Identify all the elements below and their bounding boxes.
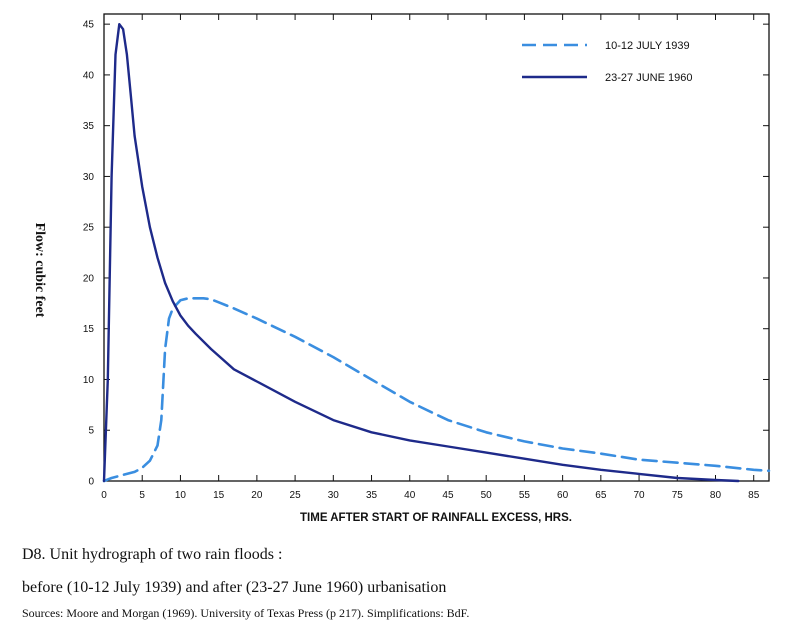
x-tick-label: 55 bbox=[519, 490, 531, 501]
hydrograph-chart: 0 5 10 15 20 25 30 35 40 45 50 55 60 65 70 75 80 85 0 5 10 15… bbox=[32, 13, 771, 524]
x-tick-label: 65 bbox=[595, 490, 607, 501]
y-tick-label: 25 bbox=[83, 223, 95, 234]
x-tick-label: 75 bbox=[672, 490, 684, 501]
series-line-1939 bbox=[102, 296, 771, 483]
y-tick-label: 5 bbox=[88, 426, 94, 437]
y-axis-label: Flow: cubic feet bbox=[32, 223, 47, 318]
legend-label-1939: 10-12 JULY 1939 bbox=[605, 40, 690, 52]
y-tick-label: 40 bbox=[83, 70, 95, 81]
legend: 10-12 JULY 1939 23-27 JUNE 1960 bbox=[522, 40, 692, 84]
figure-caption-source: Sources: Moore and Morgan (1969). Univer… bbox=[22, 606, 470, 620]
series-line-1960 bbox=[102, 23, 740, 483]
y-tick-label: 45 bbox=[83, 20, 95, 31]
y-tick-label: 15 bbox=[83, 324, 95, 335]
x-tick-label: 30 bbox=[328, 490, 340, 501]
x-tick-label: 70 bbox=[633, 490, 645, 501]
y-tick-label: 30 bbox=[83, 172, 95, 183]
x-tick-label: 5 bbox=[139, 490, 145, 501]
x-tick-label: 40 bbox=[404, 490, 416, 501]
legend-label-1960: 23-27 JUNE 1960 bbox=[605, 72, 692, 84]
x-tick-label: 85 bbox=[748, 490, 760, 501]
x-tick-label: 15 bbox=[213, 490, 225, 501]
y-tick-label: 0 bbox=[88, 477, 94, 488]
x-tick-label: 0 bbox=[101, 490, 107, 501]
axis-ticks bbox=[103, 14, 769, 482]
x-tick-label: 35 bbox=[366, 490, 378, 501]
x-tick-label: 20 bbox=[251, 490, 263, 501]
x-tick-label: 60 bbox=[557, 490, 569, 501]
figure-caption-description: before (10-12 July 1939) and after (23-2… bbox=[22, 579, 447, 596]
x-tick-label: 45 bbox=[442, 490, 454, 501]
series-lines bbox=[102, 23, 771, 483]
y-tick-label: 20 bbox=[83, 273, 95, 284]
plot-frame bbox=[103, 13, 770, 482]
x-tick-label: 25 bbox=[290, 490, 302, 501]
figure-caption-title: D8. Unit hydrograph of two rain floods : bbox=[22, 546, 283, 563]
x-axis-label: TIME AFTER START OF RAINFALL EXCESS, HRS… bbox=[300, 512, 572, 524]
y-tick-label: 10 bbox=[83, 375, 95, 386]
x-tick-label: 10 bbox=[175, 490, 187, 501]
x-tick-label: 80 bbox=[710, 490, 722, 501]
tick-labels: 0 5 10 15 20 25 30 35 40 45 50 55 60 65 70 75 80 85 0 5 10 15… bbox=[83, 20, 760, 501]
y-tick-label: 35 bbox=[83, 121, 95, 132]
x-tick-label: 50 bbox=[481, 490, 493, 501]
